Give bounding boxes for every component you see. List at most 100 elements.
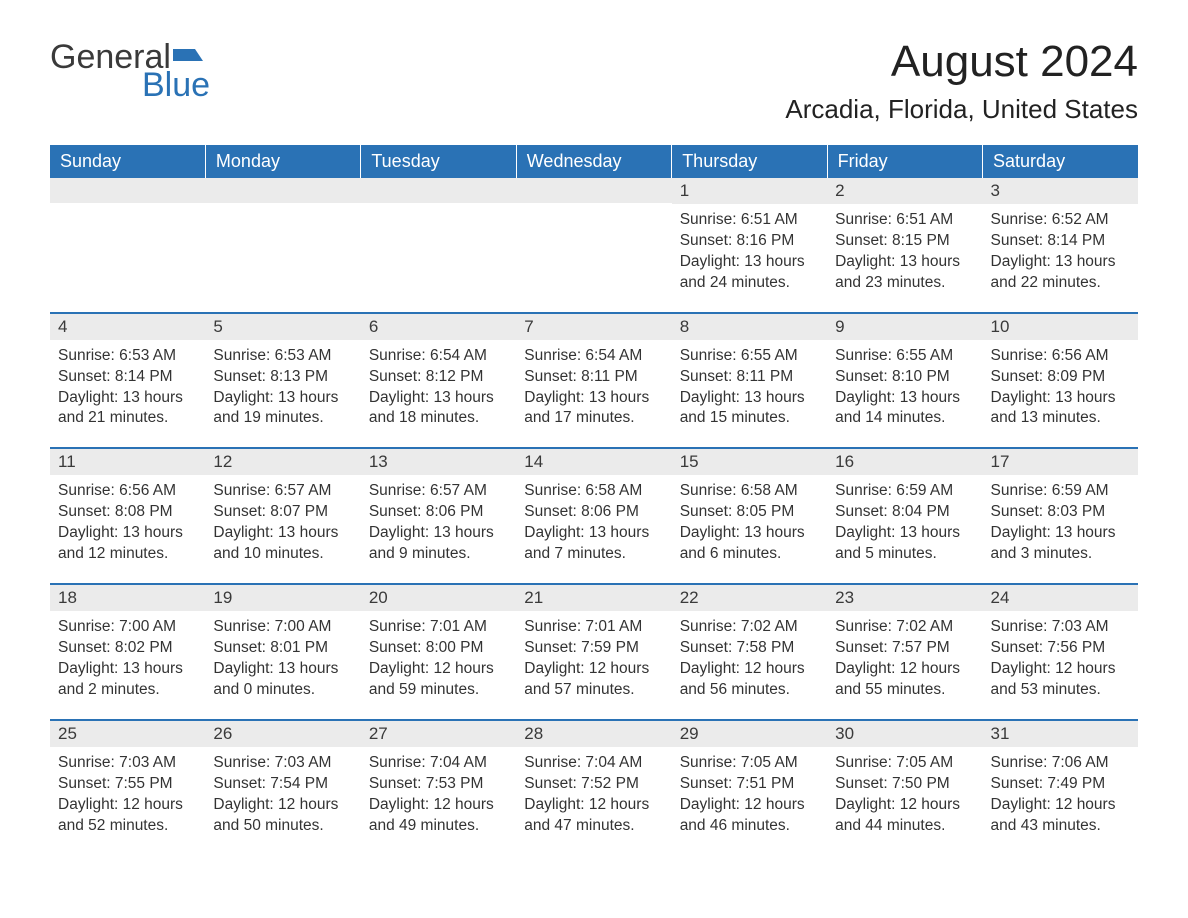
calendar-day-cell: 2Sunrise: 6:51 AMSunset: 8:15 PMDaylight…	[827, 178, 982, 313]
day-number: 9	[827, 314, 982, 340]
calendar-day-cell: 29Sunrise: 7:05 AMSunset: 7:51 PMDayligh…	[672, 720, 827, 855]
day-details: Sunrise: 7:04 AMSunset: 7:53 PMDaylight:…	[361, 747, 516, 837]
day-details: Sunrise: 7:04 AMSunset: 7:52 PMDaylight:…	[516, 747, 671, 837]
day-details: Sunrise: 6:51 AMSunset: 8:16 PMDaylight:…	[672, 204, 827, 294]
day-details: Sunrise: 6:59 AMSunset: 8:03 PMDaylight:…	[983, 475, 1138, 565]
day-details: Sunrise: 6:57 AMSunset: 8:06 PMDaylight:…	[361, 475, 516, 565]
calendar-day-cell	[516, 178, 671, 313]
weekday-header: Wednesday	[516, 145, 671, 178]
day-number: 13	[361, 449, 516, 475]
calendar-day-cell: 1Sunrise: 6:51 AMSunset: 8:16 PMDaylight…	[672, 178, 827, 313]
calendar-day-cell: 22Sunrise: 7:02 AMSunset: 7:58 PMDayligh…	[672, 584, 827, 720]
calendar-week-row: 4Sunrise: 6:53 AMSunset: 8:14 PMDaylight…	[50, 313, 1138, 449]
calendar-week-row: 18Sunrise: 7:00 AMSunset: 8:02 PMDayligh…	[50, 584, 1138, 720]
calendar-day-cell: 12Sunrise: 6:57 AMSunset: 8:07 PMDayligh…	[205, 448, 360, 584]
day-details: Sunrise: 6:59 AMSunset: 8:04 PMDaylight:…	[827, 475, 982, 565]
day-number	[361, 178, 516, 203]
day-details: Sunrise: 6:54 AMSunset: 8:11 PMDaylight:…	[516, 340, 671, 430]
day-details: Sunrise: 6:58 AMSunset: 8:05 PMDaylight:…	[672, 475, 827, 565]
calendar-week-row: 25Sunrise: 7:03 AMSunset: 7:55 PMDayligh…	[50, 720, 1138, 855]
calendar-day-cell: 15Sunrise: 6:58 AMSunset: 8:05 PMDayligh…	[672, 448, 827, 584]
calendar-day-cell: 26Sunrise: 7:03 AMSunset: 7:54 PMDayligh…	[205, 720, 360, 855]
calendar-day-cell: 21Sunrise: 7:01 AMSunset: 7:59 PMDayligh…	[516, 584, 671, 720]
calendar-day-cell: 14Sunrise: 6:58 AMSunset: 8:06 PMDayligh…	[516, 448, 671, 584]
calendar-day-cell: 7Sunrise: 6:54 AMSunset: 8:11 PMDaylight…	[516, 313, 671, 449]
day-number: 26	[205, 721, 360, 747]
calendar-day-cell: 18Sunrise: 7:00 AMSunset: 8:02 PMDayligh…	[50, 584, 205, 720]
weekday-header-row: SundayMondayTuesdayWednesdayThursdayFrid…	[50, 145, 1138, 178]
calendar-day-cell: 13Sunrise: 6:57 AMSunset: 8:06 PMDayligh…	[361, 448, 516, 584]
calendar-day-cell: 9Sunrise: 6:55 AMSunset: 8:10 PMDaylight…	[827, 313, 982, 449]
day-details: Sunrise: 7:05 AMSunset: 7:51 PMDaylight:…	[672, 747, 827, 837]
day-number: 18	[50, 585, 205, 611]
day-number: 16	[827, 449, 982, 475]
day-details: Sunrise: 6:57 AMSunset: 8:07 PMDaylight:…	[205, 475, 360, 565]
day-details: Sunrise: 6:55 AMSunset: 8:10 PMDaylight:…	[827, 340, 982, 430]
day-details: Sunrise: 6:51 AMSunset: 8:15 PMDaylight:…	[827, 204, 982, 294]
brand-logo: General Blue	[50, 40, 210, 102]
calendar-day-cell: 28Sunrise: 7:04 AMSunset: 7:52 PMDayligh…	[516, 720, 671, 855]
day-number	[205, 178, 360, 203]
weekday-header: Tuesday	[361, 145, 516, 178]
weekday-header: Sunday	[50, 145, 205, 178]
day-details: Sunrise: 6:56 AMSunset: 8:09 PMDaylight:…	[983, 340, 1138, 430]
day-number	[516, 178, 671, 203]
calendar-day-cell: 5Sunrise: 6:53 AMSunset: 8:13 PMDaylight…	[205, 313, 360, 449]
day-number: 27	[361, 721, 516, 747]
day-details: Sunrise: 6:53 AMSunset: 8:14 PMDaylight:…	[50, 340, 205, 430]
calendar-day-cell: 16Sunrise: 6:59 AMSunset: 8:04 PMDayligh…	[827, 448, 982, 584]
day-number: 31	[983, 721, 1138, 747]
calendar-day-cell: 11Sunrise: 6:56 AMSunset: 8:08 PMDayligh…	[50, 448, 205, 584]
day-number: 24	[983, 585, 1138, 611]
calendar-week-row: 1Sunrise: 6:51 AMSunset: 8:16 PMDaylight…	[50, 178, 1138, 313]
day-number: 11	[50, 449, 205, 475]
day-details: Sunrise: 7:03 AMSunset: 7:56 PMDaylight:…	[983, 611, 1138, 701]
day-details: Sunrise: 7:00 AMSunset: 8:01 PMDaylight:…	[205, 611, 360, 701]
day-details: Sunrise: 7:02 AMSunset: 7:58 PMDaylight:…	[672, 611, 827, 701]
day-number: 29	[672, 721, 827, 747]
day-details: Sunrise: 6:53 AMSunset: 8:13 PMDaylight:…	[205, 340, 360, 430]
day-number: 20	[361, 585, 516, 611]
day-number: 12	[205, 449, 360, 475]
day-details: Sunrise: 7:01 AMSunset: 7:59 PMDaylight:…	[516, 611, 671, 701]
day-details: Sunrise: 6:56 AMSunset: 8:08 PMDaylight:…	[50, 475, 205, 565]
day-details: Sunrise: 7:01 AMSunset: 8:00 PMDaylight:…	[361, 611, 516, 701]
calendar-day-cell: 24Sunrise: 7:03 AMSunset: 7:56 PMDayligh…	[983, 584, 1138, 720]
day-details: Sunrise: 7:03 AMSunset: 7:54 PMDaylight:…	[205, 747, 360, 837]
day-number: 21	[516, 585, 671, 611]
calendar-table: SundayMondayTuesdayWednesdayThursdayFrid…	[50, 145, 1138, 854]
day-number: 3	[983, 178, 1138, 204]
day-details: Sunrise: 7:06 AMSunset: 7:49 PMDaylight:…	[983, 747, 1138, 837]
day-number: 4	[50, 314, 205, 340]
calendar-day-cell	[205, 178, 360, 313]
day-details: Sunrise: 6:55 AMSunset: 8:11 PMDaylight:…	[672, 340, 827, 430]
location: Arcadia, Florida, United States	[785, 94, 1138, 125]
day-details: Sunrise: 6:54 AMSunset: 8:12 PMDaylight:…	[361, 340, 516, 430]
calendar-day-cell	[50, 178, 205, 313]
weekday-header: Monday	[205, 145, 360, 178]
calendar-day-cell	[361, 178, 516, 313]
day-number: 14	[516, 449, 671, 475]
day-details: Sunrise: 7:05 AMSunset: 7:50 PMDaylight:…	[827, 747, 982, 837]
calendar-day-cell: 30Sunrise: 7:05 AMSunset: 7:50 PMDayligh…	[827, 720, 982, 855]
day-details: Sunrise: 7:00 AMSunset: 8:02 PMDaylight:…	[50, 611, 205, 701]
calendar-day-cell: 20Sunrise: 7:01 AMSunset: 8:00 PMDayligh…	[361, 584, 516, 720]
day-number: 8	[672, 314, 827, 340]
calendar-day-cell: 27Sunrise: 7:04 AMSunset: 7:53 PMDayligh…	[361, 720, 516, 855]
day-number	[50, 178, 205, 203]
day-number: 28	[516, 721, 671, 747]
day-number: 2	[827, 178, 982, 204]
calendar-day-cell: 23Sunrise: 7:02 AMSunset: 7:57 PMDayligh…	[827, 584, 982, 720]
calendar-day-cell: 6Sunrise: 6:54 AMSunset: 8:12 PMDaylight…	[361, 313, 516, 449]
weekday-header: Saturday	[983, 145, 1138, 178]
day-number: 23	[827, 585, 982, 611]
day-number: 5	[205, 314, 360, 340]
calendar-day-cell: 8Sunrise: 6:55 AMSunset: 8:11 PMDaylight…	[672, 313, 827, 449]
brand-word2: Blue	[142, 68, 210, 102]
calendar-day-cell: 4Sunrise: 6:53 AMSunset: 8:14 PMDaylight…	[50, 313, 205, 449]
calendar-week-row: 11Sunrise: 6:56 AMSunset: 8:08 PMDayligh…	[50, 448, 1138, 584]
day-number: 15	[672, 449, 827, 475]
calendar-day-cell: 19Sunrise: 7:00 AMSunset: 8:01 PMDayligh…	[205, 584, 360, 720]
month-title: August 2024	[785, 40, 1138, 84]
day-details: Sunrise: 6:58 AMSunset: 8:06 PMDaylight:…	[516, 475, 671, 565]
